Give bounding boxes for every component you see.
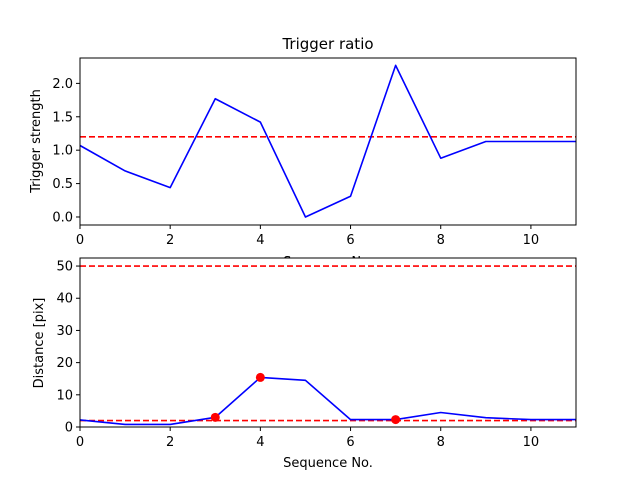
top-x-tick-label: 6 [346,233,354,248]
bottom-x-axis-label: Sequence No. [283,456,373,471]
top-y-tick-label: 0.0 [52,210,73,225]
bottom-x-tick-label: 0 [76,435,84,450]
bottom-y-tick-label: 50 [56,260,73,275]
bottom-x-tick-label: 10 [523,435,540,450]
top-y-tick-label: 2.0 [52,77,73,92]
top-x-tick-label: 2 [166,233,174,248]
top-series-line-0 [79,64,576,218]
top-y-ticks: 0.0 0.5 1.0 1.5 2.0 [52,77,80,225]
bottom-subplot: 0 2 4 6 8 10 0 10 20 30 40 50 Distance [pix] Seque… [32,257,577,471]
top-x-tick-label: 10 [523,233,540,248]
bottom-x-tick-label: 4 [256,435,264,450]
top-chart-title: Trigger ratio [281,35,373,53]
bottom-y-tick-label: 30 [56,324,73,339]
bottom-x-tick-label: 6 [346,435,354,450]
top-plot-frame [79,57,577,226]
top-plot-area [79,64,576,218]
top-y-tick-label: 0.5 [52,177,73,192]
top-x-tick-label: 4 [256,233,264,248]
bottom-series-line-0 [79,376,576,426]
top-y-tick-label: 1.0 [52,144,73,159]
bottom-x-ticks: 0 2 4 6 8 10 [76,427,539,450]
top-x-tick-label: 0 [76,233,84,248]
bottom-plot-frame [79,257,577,428]
bottom-plot-background [80,258,576,427]
bottom-y-ticks: 0 10 20 30 40 50 [56,260,80,436]
bottom-y-axis-label: Distance [pix] [32,298,47,389]
bottom-x-tick-label: 8 [437,435,445,450]
bottom-y-tick-label: 10 [56,388,73,403]
top-x-ticks: 0 2 4 6 8 10 [76,225,539,248]
bottom-x-tick-label: 2 [166,435,174,450]
bottom-marker-point-0 [210,412,220,422]
bottom-y-tick-label: 0 [65,421,73,436]
bottom-y-tick-label: 40 [56,292,73,307]
bottom-marker-point-2 [391,415,401,425]
bottom-y-tick-label: 20 [56,356,73,371]
top-y-axis-label: Trigger strength [29,89,44,194]
bottom-marker-point-1 [255,372,265,382]
top-y-tick-label: 1.5 [52,110,73,125]
top-x-tick-label: 8 [437,233,445,248]
bottom-plot-area [79,265,576,426]
